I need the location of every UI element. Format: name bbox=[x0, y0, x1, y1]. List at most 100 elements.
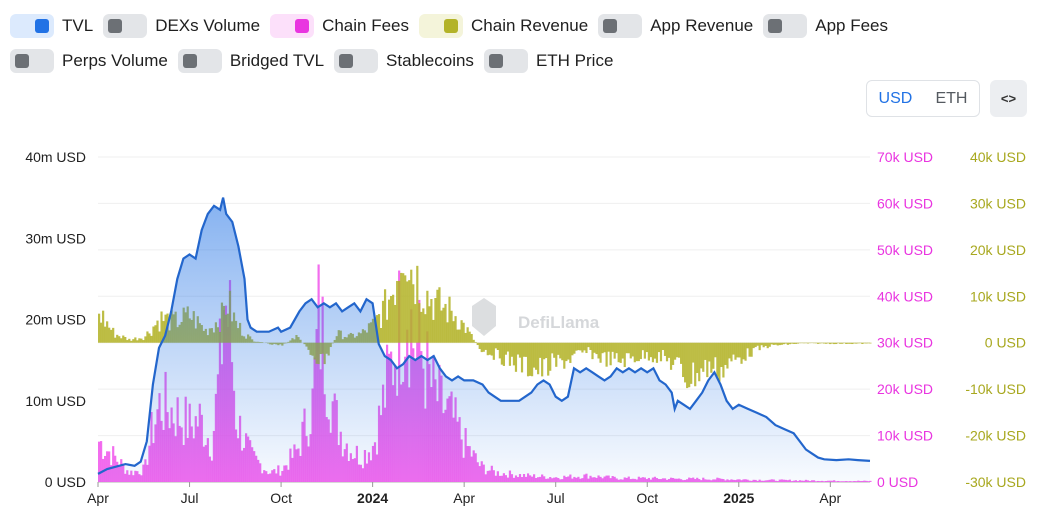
toggle-stablecoins[interactable]: Stablecoins bbox=[334, 48, 474, 73]
chain-revenue-bar bbox=[160, 311, 163, 343]
chain-revenue-bar bbox=[146, 331, 149, 343]
chain-revenue-bar bbox=[788, 342, 791, 345]
chain-revenue-bar bbox=[680, 342, 683, 364]
chain-revenue-bar bbox=[734, 342, 737, 360]
chain-revenue-bar bbox=[537, 342, 540, 375]
toggle-tvl[interactable]: TVL bbox=[10, 13, 93, 38]
toggle-stablecoins-switch[interactable] bbox=[334, 48, 379, 73]
toggle-perps-volume[interactable]: Perps Volume bbox=[10, 48, 168, 73]
chain-revenue-bar bbox=[760, 342, 763, 346]
denomination-usd-button[interactable]: USD bbox=[878, 89, 913, 107]
x-tick-label: Oct bbox=[270, 490, 292, 506]
chain-revenue-bar bbox=[714, 342, 717, 358]
chain-revenue-bar bbox=[442, 307, 445, 343]
toggle-eth-price[interactable]: ETH Price bbox=[483, 48, 613, 73]
chain-revenue-bar bbox=[833, 342, 836, 345]
chain-revenue-bar bbox=[114, 337, 117, 343]
chain-revenue-bar bbox=[104, 326, 107, 343]
chain-revenue-bar bbox=[100, 322, 103, 343]
chain-revenue-bar bbox=[581, 342, 584, 353]
chain-revenue-bar bbox=[748, 342, 751, 357]
chain-revenue-bar bbox=[472, 339, 475, 343]
toggle-perps-volume-label: Perps Volume bbox=[62, 50, 168, 70]
chain-revenue-bar bbox=[575, 342, 578, 351]
chain-revenue-bar bbox=[394, 304, 397, 343]
chain-revenue-bar bbox=[712, 342, 715, 369]
toggle-dexs-volume[interactable]: DEXs Volume bbox=[103, 13, 260, 38]
chain-revenue-bar bbox=[573, 342, 576, 354]
chain-revenue-bar bbox=[456, 329, 459, 343]
chain-revenue-bar bbox=[488, 342, 491, 355]
chain-revenue-bar bbox=[665, 342, 669, 362]
toggle-app-fees-switch[interactable] bbox=[763, 13, 808, 38]
chain-revenue-bar bbox=[446, 322, 449, 343]
chain-fees-tick-label: 10k USD bbox=[877, 428, 933, 444]
chain-revenue-bar bbox=[140, 338, 143, 343]
chain-revenue-bar bbox=[524, 342, 528, 357]
toggle-chain-fees[interactable]: Chain Fees bbox=[270, 13, 409, 38]
toggle-eth-price-switch[interactable] bbox=[483, 48, 528, 73]
tvl-layer bbox=[97, 197, 871, 482]
tvl-axis: 0 USD 10m USD 20m USD 30m USD 40m USD bbox=[25, 149, 86, 490]
defillama-watermark: DefiLlama bbox=[472, 298, 600, 336]
toggle-perps-volume-switch[interactable] bbox=[10, 48, 54, 73]
chain-revenue-bar bbox=[406, 281, 409, 343]
chain-revenue-bar bbox=[585, 342, 588, 354]
chain-revenue-bar bbox=[690, 342, 693, 384]
chain-revenue-bar bbox=[818, 342, 822, 344]
chain-revenue-bar bbox=[516, 342, 520, 355]
chain-revenue-bar bbox=[468, 331, 471, 343]
toggle-knob bbox=[182, 53, 197, 68]
toggle-app-revenue-switch[interactable] bbox=[598, 13, 643, 38]
chain-revenue-bar bbox=[452, 321, 455, 343]
toggle-app-revenue[interactable]: App Revenue bbox=[598, 13, 753, 38]
chain-revenue-bar bbox=[750, 342, 753, 357]
chain-fees-tick-label: 0 USD bbox=[877, 474, 918, 490]
chain-revenue-bar bbox=[615, 342, 618, 354]
chain-revenue-bar bbox=[482, 342, 485, 352]
chain-revenue-bar bbox=[730, 342, 733, 362]
toggle-tvl-switch[interactable] bbox=[10, 13, 54, 38]
chain-revenue-bar bbox=[796, 342, 800, 344]
chain-revenue-bar bbox=[619, 342, 622, 363]
chain-fees-bar bbox=[100, 441, 103, 482]
chain-revenue-tick-label: -10k USD bbox=[965, 381, 1026, 397]
chain-revenue-bar bbox=[593, 342, 596, 353]
chain-revenue-bar bbox=[130, 340, 133, 343]
toggle-chain-revenue[interactable]: Chain Revenue bbox=[419, 13, 588, 38]
chain-fees-axis: 0 USD 10k USD 20k USD 30k USD 40k USD 50k USD… bbox=[877, 149, 933, 490]
chain-revenue-bar bbox=[116, 334, 119, 343]
denomination-eth-button[interactable]: ETH bbox=[935, 89, 968, 107]
chain-revenue-bar bbox=[526, 342, 530, 377]
toggle-dexs-volume-switch[interactable] bbox=[103, 13, 148, 38]
chain-revenue-bar bbox=[402, 273, 405, 343]
toggle-chain-fees-switch[interactable] bbox=[270, 13, 315, 38]
chain-revenue-bar bbox=[498, 342, 501, 359]
chain-revenue-bar bbox=[611, 342, 614, 352]
chain-revenue-bar bbox=[613, 342, 616, 359]
chain-revenue-bar bbox=[831, 342, 834, 344]
toggle-bridged-tvl-switch[interactable] bbox=[177, 48, 222, 73]
toggle-chain-revenue-switch[interactable] bbox=[419, 13, 464, 38]
embed-code-button[interactable]: <> bbox=[990, 80, 1027, 117]
chain-revenue-bar bbox=[762, 342, 765, 348]
chain-revenue-bar bbox=[671, 342, 675, 365]
chain-revenue-bar bbox=[607, 342, 610, 352]
tvl-area bbox=[98, 197, 870, 482]
chain-revenue-bar bbox=[438, 287, 441, 343]
chain-revenue-bar bbox=[704, 342, 707, 360]
toggle-bridged-tvl-label: Bridged TVL bbox=[229, 50, 325, 70]
chain-revenue-bar bbox=[436, 289, 439, 343]
chain-revenue-bar bbox=[635, 342, 638, 362]
chain-revenue-bar bbox=[716, 342, 719, 377]
chain-revenue-bar bbox=[522, 342, 526, 357]
toggle-knob bbox=[15, 53, 29, 68]
toggle-bridged-tvl[interactable]: Bridged TVL bbox=[177, 48, 325, 73]
toggle-app-fees[interactable]: App Fees bbox=[763, 13, 888, 38]
chain-revenue-bar bbox=[684, 342, 687, 383]
tvl-tick-label: 20m USD bbox=[25, 312, 86, 328]
toggle-row-2: Perps Volume Bridged TVL Stablecoins ETH… bbox=[10, 43, 1030, 78]
chain-revenue-bar bbox=[134, 337, 137, 343]
chain-revenue-bar bbox=[752, 342, 755, 349]
chain-revenue-bar bbox=[806, 342, 810, 344]
